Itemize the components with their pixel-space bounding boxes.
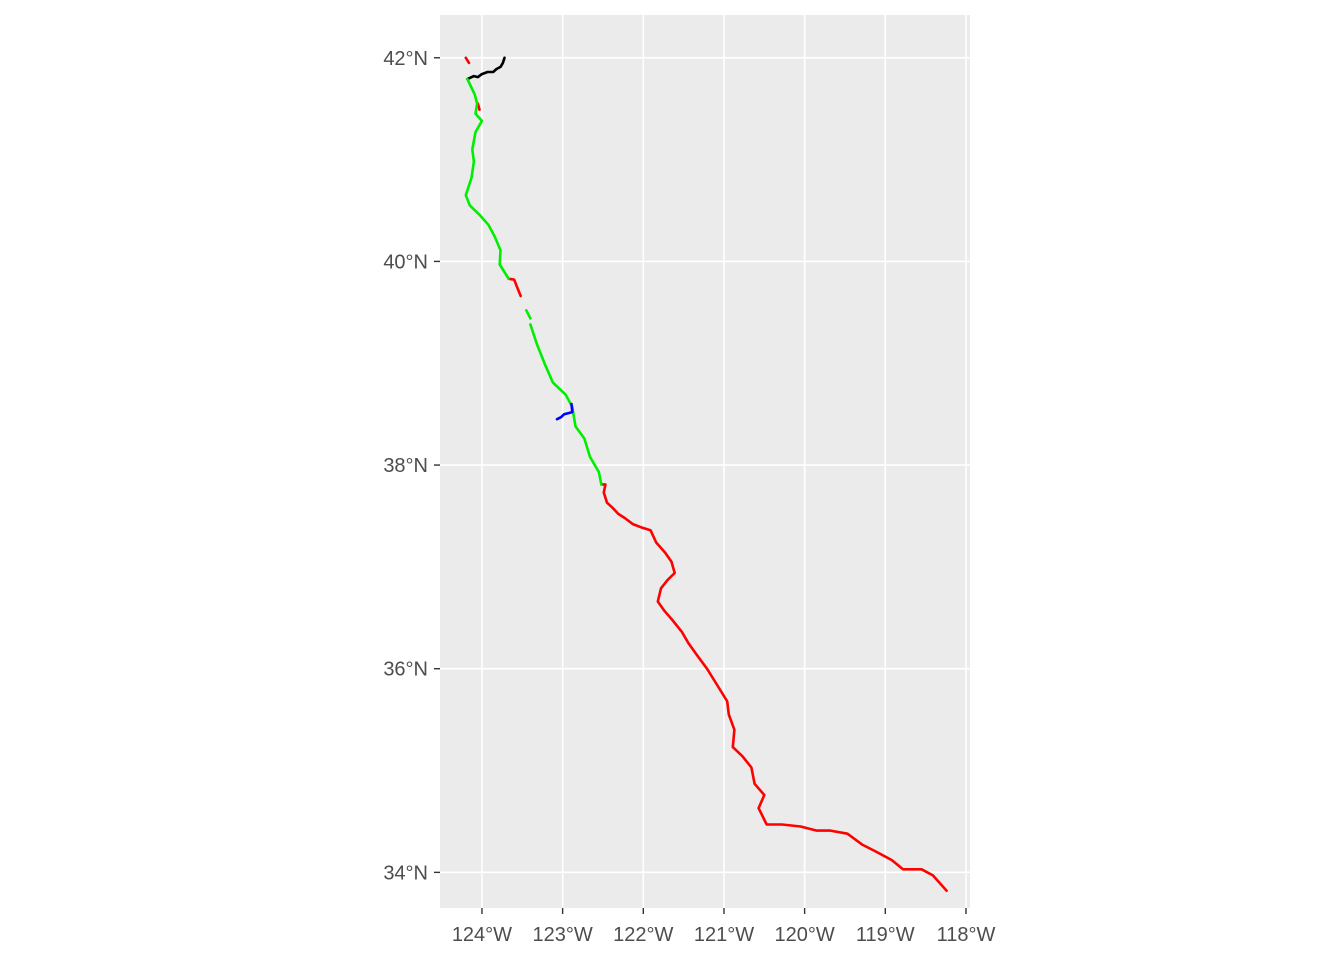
x-tick-label: 119°W <box>856 924 915 946</box>
x-tick-label: 123°W <box>532 924 592 946</box>
route-lines <box>464 56 948 893</box>
graticule <box>440 15 970 908</box>
route-segment <box>466 56 506 81</box>
x-tick-label: 122°W <box>613 924 673 946</box>
route-segment <box>464 77 510 281</box>
route-segment <box>599 483 948 893</box>
y-tick-label: 34°N <box>383 862 428 884</box>
x-tick-label: 124°W <box>452 924 512 946</box>
route-segment <box>507 277 523 298</box>
x-tick-label: 121°W <box>694 924 754 946</box>
y-tick-label: 38°N <box>383 455 428 477</box>
y-tick-label: 36°N <box>383 659 428 681</box>
axes: 124°W 123°W 122°W 121°W 120°W 119°W 118°W 34°N 3… <box>383 48 995 946</box>
route-segment <box>524 308 532 320</box>
x-tick-label: 120°W <box>775 924 835 946</box>
route-segment <box>555 402 574 421</box>
plot-panel <box>440 15 970 908</box>
y-tick-label: 40°N <box>383 251 428 273</box>
route-segment <box>464 56 471 65</box>
y-tick-label: 42°N <box>383 48 428 70</box>
x-tick-label: 118°W <box>937 924 996 946</box>
